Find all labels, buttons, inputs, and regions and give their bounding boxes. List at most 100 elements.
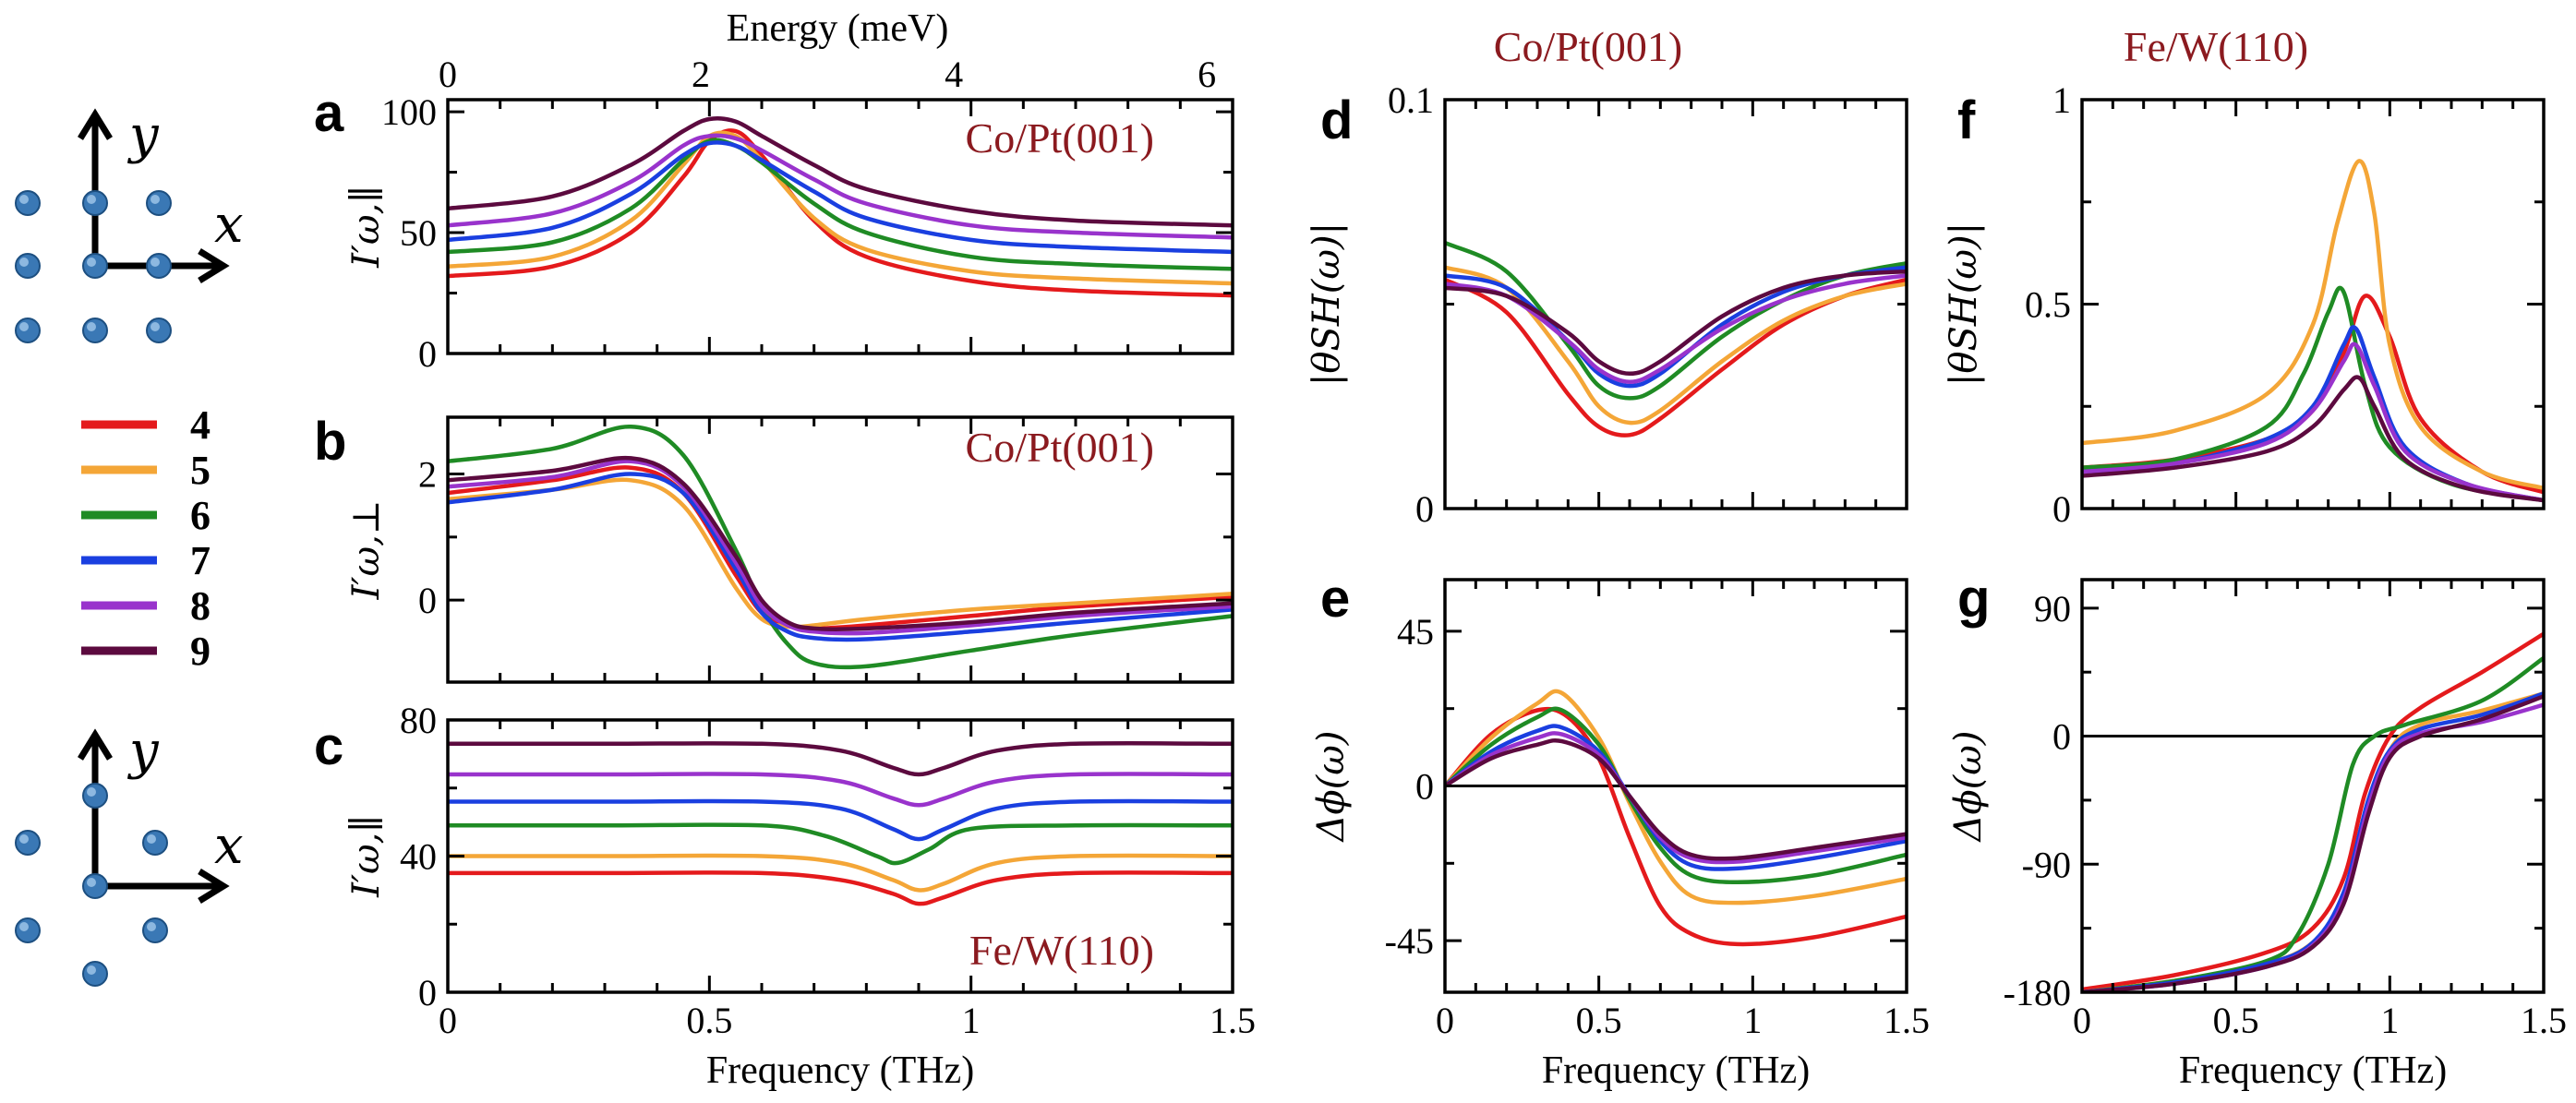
panel-letter-b: b — [314, 412, 346, 472]
legend-label-6: 6 — [190, 493, 211, 538]
atom-highlight — [147, 922, 156, 931]
y-tick-label: -180 — [2004, 972, 2071, 1013]
panel-letter-a: a — [314, 83, 344, 143]
x-tick-label: 0 — [439, 1000, 457, 1041]
series-c-8 — [448, 772, 1233, 808]
series-a-9 — [448, 115, 1233, 228]
panel-letter-c: c — [314, 716, 343, 776]
energy-tick-label: 0 — [439, 54, 457, 95]
atom-highlight — [19, 922, 29, 931]
legend-label-7: 7 — [190, 538, 211, 583]
lattice-atom — [15, 253, 41, 279]
lattice-atom — [146, 318, 172, 343]
atom-highlight — [87, 322, 96, 331]
legend-label-9: 9 — [190, 629, 211, 674]
panel-annotation: Co/Pt(001) — [966, 424, 1154, 471]
atom-highlight — [150, 322, 160, 331]
series-b-4 — [448, 465, 1233, 631]
x-tick-label: 1 — [962, 1000, 981, 1041]
x-arrowhead — [198, 248, 230, 283]
atom-highlight — [150, 195, 160, 204]
series-c-4 — [448, 870, 1233, 906]
atom-highlight — [87, 965, 96, 975]
y-axis-label: I′ω,⊥ — [345, 500, 388, 601]
lattice-x-label: x — [214, 816, 244, 876]
series-g-9 — [2082, 694, 2544, 992]
atom-highlight — [19, 258, 29, 267]
atom-highlight — [87, 195, 96, 204]
lattice-y-label: y — [126, 105, 160, 165]
y-axis-label: Δϕ(ω) — [1310, 731, 1353, 844]
y-tick-label: 2 — [418, 454, 437, 496]
series-d-6 — [1445, 241, 1907, 401]
x-tick-label: 0 — [2073, 1000, 2091, 1041]
y-axis-label: I′ω,∥ — [345, 186, 388, 269]
y-tick-label: 40 — [400, 836, 437, 878]
x-arrowhead — [198, 869, 230, 904]
axes-frame — [446, 98, 1234, 355]
lattice-atom — [82, 873, 108, 899]
y-arrowhead — [78, 728, 113, 761]
lattice-atom — [146, 190, 172, 216]
atom-highlight — [150, 258, 160, 267]
series-f-8 — [2082, 342, 2544, 503]
y-tick-label: 50 — [400, 212, 437, 254]
series-b-8 — [448, 459, 1233, 636]
energy-tick-label: 2 — [692, 54, 710, 95]
lattice-atom — [82, 783, 108, 809]
lattice-atom — [15, 190, 41, 216]
x-tick-label: 0.5 — [1576, 1000, 1622, 1041]
y-tick-label: 0 — [418, 972, 437, 1013]
axes-frame — [2080, 98, 2546, 510]
panel-g: -180 -90 0 90 0 0.5 1 1.5 Frequency (THz) Δϕ(ω) g — [1947, 569, 2567, 1092]
series-e-6 — [1445, 706, 1907, 885]
y-tick-label: 0 — [418, 333, 437, 375]
atom-highlight — [19, 195, 29, 204]
panel-letter-e: e — [1320, 569, 1350, 629]
panel-letter-f: f — [1957, 90, 1976, 150]
panel-annotation: Co/Pt(001) — [966, 114, 1154, 162]
y-tick-label: -90 — [2022, 844, 2071, 885]
atom-highlight — [19, 322, 29, 331]
panel-letter-d: d — [1320, 90, 1353, 150]
energy-axis-label: Energy (meV) — [727, 7, 949, 50]
x-tick-label: 1.5 — [1210, 1000, 1256, 1041]
y-tick-label: 0.1 — [1388, 79, 1434, 121]
y-axis-label: |θSH(ω)| — [1306, 222, 1348, 386]
series-b-7 — [448, 472, 1233, 642]
y-tick-label: 45 — [1397, 611, 1434, 653]
x-axis-label: Frequency (THz) — [1542, 1049, 1810, 1092]
lattice-atom — [15, 318, 41, 343]
lattice-y-label: y — [126, 721, 160, 781]
panel-d: 0 0.1 |θSH(ω)| d — [1306, 79, 1908, 530]
atom-highlight — [147, 834, 156, 844]
axes-frame — [446, 415, 1234, 684]
series-f-5 — [2082, 159, 2544, 491]
lattice-x-label: x — [214, 195, 244, 255]
x-tick-label: 0 — [1436, 1000, 1454, 1041]
x-tick-label: 1.5 — [1884, 1000, 1930, 1041]
atom-highlight — [19, 834, 29, 844]
x-tick-label: 1 — [1743, 1000, 1762, 1041]
energy-tick-label: 6 — [1198, 54, 1216, 95]
column-title-copt: Co/Pt(001) — [1494, 23, 1682, 70]
lattice-atom — [15, 830, 41, 856]
lattice-atom — [82, 253, 108, 279]
axes-frame — [1443, 98, 1908, 510]
series-c-6 — [448, 822, 1233, 866]
series-d-9 — [1445, 269, 1907, 377]
series-e-4 — [1445, 706, 1907, 947]
series-e-5 — [1445, 689, 1907, 905]
y-tick-label: 100 — [381, 91, 437, 133]
series-a-8 — [448, 133, 1233, 240]
series-e-9 — [1445, 737, 1907, 861]
y-tick-label: 0 — [1415, 766, 1434, 808]
y-arrowhead — [78, 108, 113, 140]
series-f-9 — [2082, 375, 2544, 503]
